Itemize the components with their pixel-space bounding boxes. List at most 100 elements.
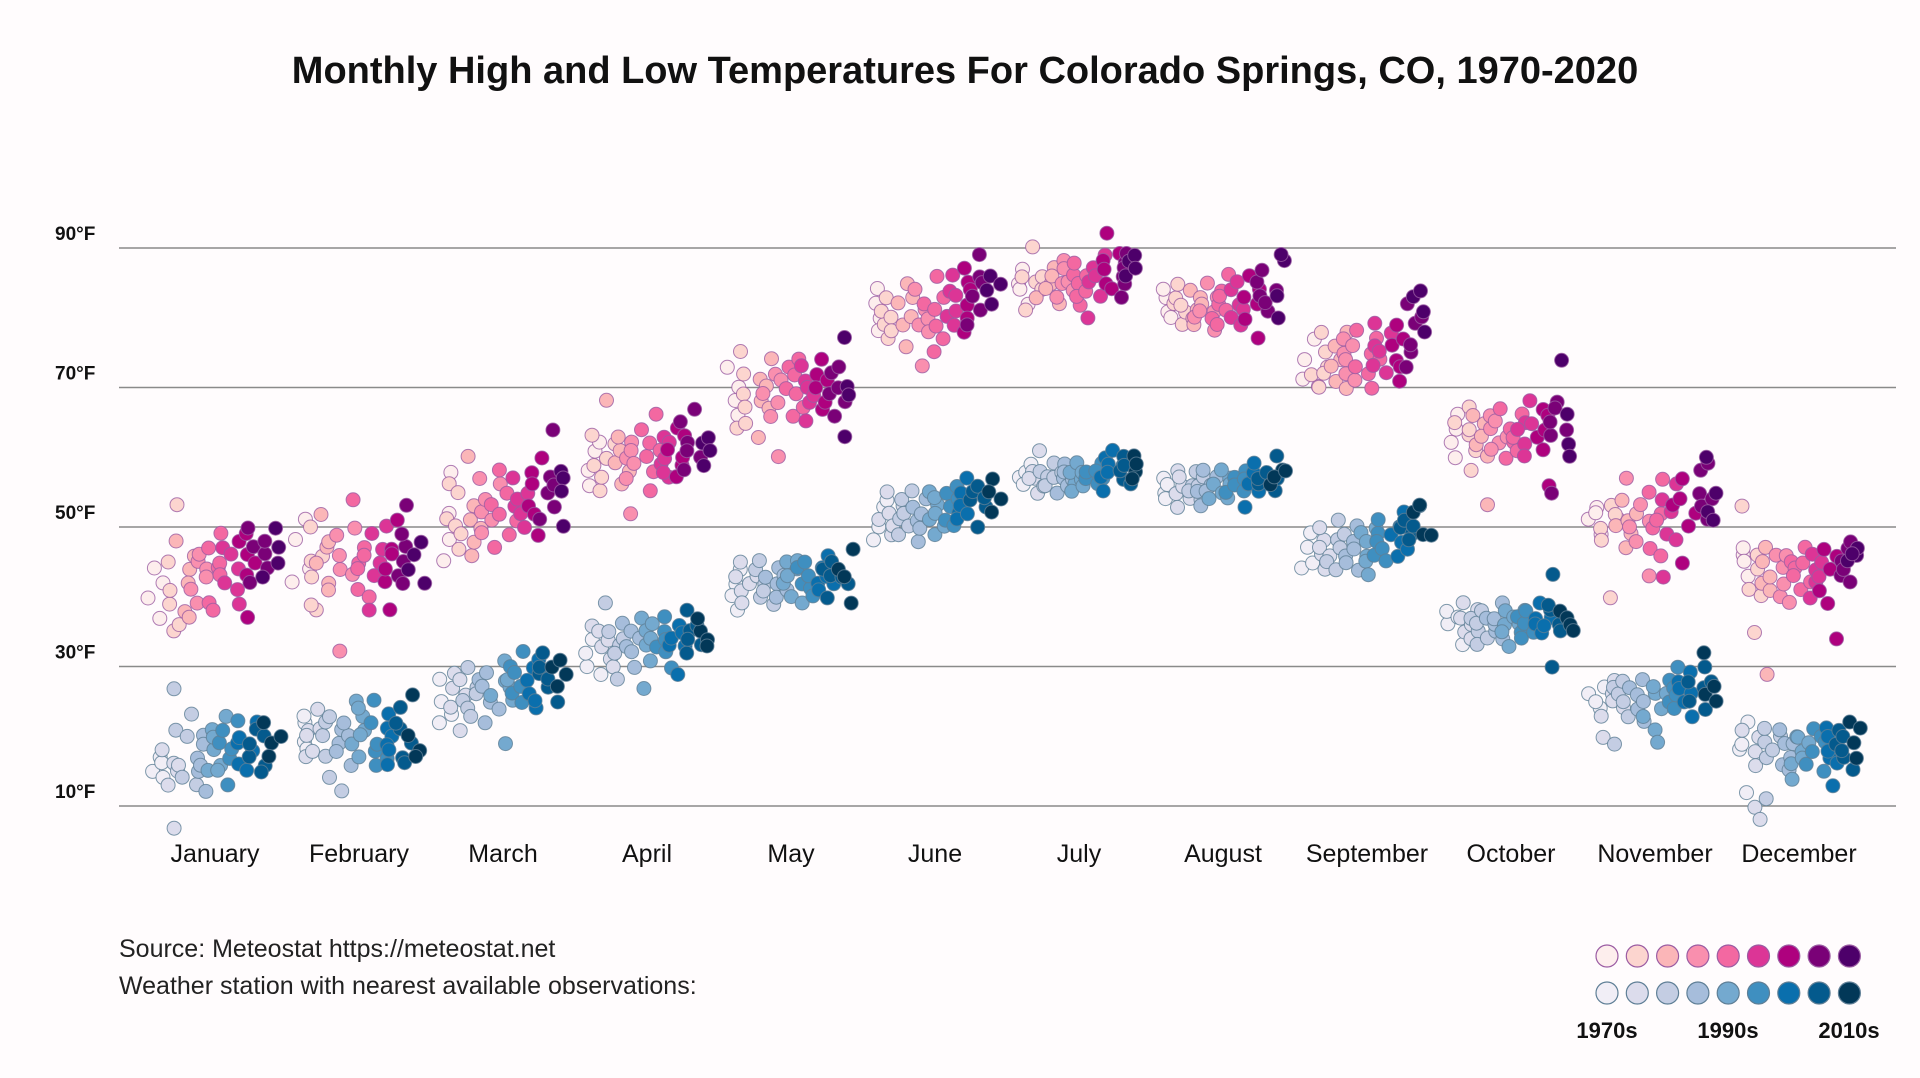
point-low-april-1988 <box>627 659 642 675</box>
point-high-september-1993 <box>1349 322 1365 338</box>
point-low-december-2000 <box>1798 756 1814 772</box>
point-low-november-1976 <box>1595 729 1611 745</box>
point-high-april-1992 <box>634 422 649 438</box>
point-high-july-2007 <box>1099 225 1115 241</box>
month-label: January <box>171 840 260 868</box>
point-low-february-2017 <box>400 728 416 743</box>
point-low-june-2010 <box>959 506 975 522</box>
point-high-january-1970 <box>140 590 156 606</box>
point-high-september-2016 <box>1403 337 1418 353</box>
point-low-february-2014 <box>392 699 408 715</box>
point-high-july-1988 <box>1049 289 1065 305</box>
point-low-july-1977 <box>1021 471 1037 486</box>
point-high-april-1975 <box>584 427 600 443</box>
point-high-june-2018 <box>982 268 998 284</box>
point-high-august-2014 <box>1254 262 1270 278</box>
point-high-january-1978 <box>169 497 185 513</box>
point-low-june-1972 <box>866 532 881 548</box>
point-high-august-2006 <box>1237 311 1253 327</box>
point-low-august-1993 <box>1205 476 1221 492</box>
point-low-march-1990 <box>479 665 494 681</box>
point-low-september-1990 <box>1346 541 1362 557</box>
point-high-december-1984 <box>1759 666 1775 682</box>
point-low-may-1989 <box>768 589 784 605</box>
point-high-july-2008 <box>1096 261 1112 277</box>
point-low-september-1988 <box>1338 555 1354 571</box>
point-low-december-1974 <box>1734 722 1750 738</box>
point-high-october-2011 <box>1543 427 1559 443</box>
point-high-september-2014 <box>1398 359 1414 375</box>
point-high-november-2007 <box>1681 518 1696 534</box>
point-high-april-1993 <box>639 449 655 464</box>
point-high-october-2016 <box>1559 422 1575 438</box>
point-high-january-2011 <box>240 520 256 536</box>
point-low-june-2019 <box>984 504 1000 520</box>
point-low-august-1976 <box>1170 499 1185 515</box>
point-high-august-2005 <box>1236 289 1252 305</box>
point-low-september-2002 <box>1370 512 1386 528</box>
point-low-october-1974 <box>1455 595 1471 611</box>
point-high-february-1971 <box>288 532 303 547</box>
point-high-december-2020 <box>1844 546 1860 562</box>
point-low-march-2010 <box>527 693 543 709</box>
point-high-november-1997 <box>1655 471 1671 487</box>
point-high-july-1995 <box>1066 255 1082 271</box>
point-high-september-1977 <box>1311 379 1327 395</box>
point-low-may-1976 <box>732 554 748 570</box>
point-high-october-1983 <box>1480 497 1495 513</box>
point-low-february-1993 <box>344 736 360 752</box>
point-high-march-1995 <box>491 506 507 522</box>
point-high-september-2018 <box>1417 324 1433 340</box>
point-high-february-2005 <box>377 574 393 590</box>
point-high-november-2009 <box>1674 555 1690 571</box>
point-low-february-1984 <box>322 709 337 725</box>
point-low-march-1995 <box>498 736 513 752</box>
point-low-january-2011 <box>241 749 257 765</box>
point-high-january-1974 <box>160 554 176 570</box>
point-high-september-1974 <box>1303 367 1319 383</box>
point-high-july-1983 <box>1038 281 1054 296</box>
point-high-november-1982 <box>1614 492 1630 508</box>
point-high-january-1973 <box>152 610 168 626</box>
point-high-june-1995 <box>928 318 944 334</box>
point-high-november-2011 <box>1692 486 1708 502</box>
point-low-june-2018 <box>981 484 997 500</box>
point-low-october-2013 <box>1540 597 1556 613</box>
point-low-november-2014 <box>1697 659 1713 675</box>
point-low-march-2002 <box>515 644 531 659</box>
point-low-october-2002 <box>1513 630 1529 646</box>
point-high-february-1996 <box>350 561 366 577</box>
point-high-may-2019 <box>837 330 852 345</box>
point-high-august-2015 <box>1257 295 1273 311</box>
point-low-march-2013 <box>531 659 547 675</box>
point-high-january-1979 <box>171 617 187 633</box>
point-low-november-2015 <box>1697 702 1713 717</box>
point-high-may-2008 <box>814 351 830 367</box>
point-high-september-1983 <box>1323 358 1339 374</box>
point-low-april-1983 <box>607 645 623 661</box>
point-high-october-2015 <box>1547 400 1563 416</box>
point-high-march-1994 <box>491 462 507 478</box>
point-high-october-2000 <box>1510 421 1526 437</box>
point-high-november-1992 <box>1641 484 1657 500</box>
month-label: August <box>1184 840 1262 868</box>
point-low-december-1973 <box>1734 736 1750 752</box>
point-high-april-2013 <box>676 462 692 478</box>
point-low-august-1992 <box>1201 491 1217 507</box>
point-high-june-1983 <box>898 339 914 355</box>
point-high-june-2002 <box>945 267 961 283</box>
point-low-december-2018 <box>1848 750 1864 766</box>
point-low-march-1987 <box>477 715 493 731</box>
point-high-july-1975 <box>1018 302 1034 318</box>
month-label: December <box>1741 840 1856 868</box>
legend-swatch-high <box>1777 944 1801 968</box>
point-high-june-2019 <box>984 296 1000 312</box>
point-high-february-1970 <box>284 574 300 590</box>
point-high-march-1973 <box>436 553 452 569</box>
point-high-august-1972 <box>1155 281 1171 297</box>
point-low-february-1980 <box>315 728 331 744</box>
point-high-october-2013 <box>1542 414 1558 430</box>
point-high-march-1992 <box>487 539 503 555</box>
point-high-february-1984 <box>321 582 336 598</box>
point-high-october-2014 <box>1544 485 1560 501</box>
